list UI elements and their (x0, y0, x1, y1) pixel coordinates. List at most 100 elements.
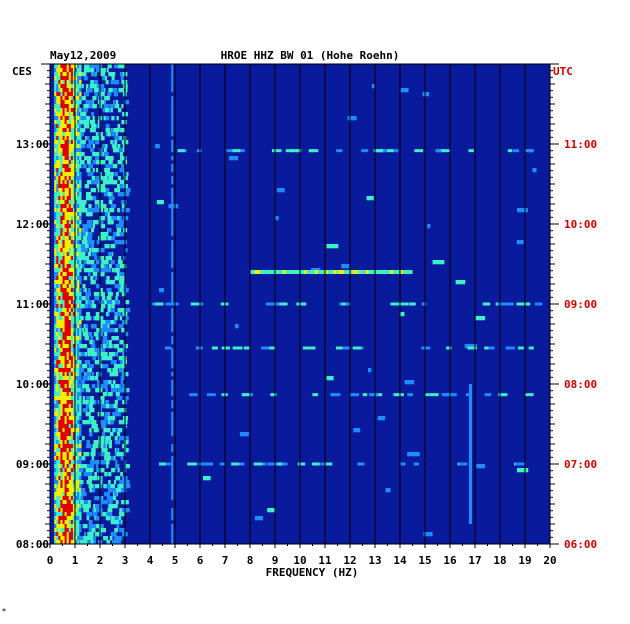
spectral-cell (54, 388, 57, 393)
spectral-cell (60, 120, 63, 125)
spectral-cell (124, 308, 131, 313)
spectral-cell (54, 136, 57, 141)
event-streak (282, 302, 288, 306)
spectral-cell (54, 212, 57, 217)
spectral-cell (75, 184, 78, 189)
spectral-cell (62, 208, 65, 213)
event-streak (390, 302, 398, 306)
spectral-cell (64, 120, 67, 125)
spectral-cell (68, 140, 72, 145)
spectral-cell (68, 88, 72, 93)
spectral-cell (156, 200, 164, 205)
spectral-cell (70, 324, 74, 329)
spectral-cell (105, 156, 110, 161)
spectral-cell (109, 516, 115, 521)
spectral-cell (70, 136, 74, 141)
spectral-cell (103, 392, 107, 397)
spectral-cell (68, 184, 72, 189)
spectral-cell (114, 492, 118, 497)
spectral-cell (54, 464, 57, 469)
spectral-cell (82, 408, 88, 413)
spectral-cell (92, 512, 98, 517)
spectral-cell (108, 352, 115, 357)
spectral-cell (70, 296, 74, 301)
spectral-cell (108, 164, 112, 169)
spectral-cell (58, 360, 61, 365)
spectral-cell (96, 160, 100, 165)
spectral-cell (72, 100, 76, 105)
spectral-cell (79, 324, 82, 329)
spectral-cell (68, 372, 72, 377)
spectral-cell (77, 276, 80, 281)
spectral-cell (60, 124, 63, 129)
spectral-cell (92, 96, 97, 101)
spectral-cell (91, 228, 95, 233)
spectral-cell (79, 100, 82, 105)
spectral-cell (123, 112, 128, 117)
spectral-cell (75, 64, 78, 69)
spectral-cell (54, 428, 57, 433)
spectral-cell (56, 400, 59, 405)
spectral-cell (77, 364, 80, 369)
spectral-cell (72, 480, 76, 485)
event-streak (408, 302, 416, 306)
spectral-cell (72, 512, 76, 517)
spectral-cell (68, 508, 72, 513)
date-label: May12,2009 (50, 49, 116, 62)
spectral-cell (62, 64, 65, 69)
spectral-cell (80, 316, 84, 321)
spectral-cell (60, 280, 63, 285)
spectral-cell (124, 480, 130, 485)
spectral-cell (106, 344, 110, 349)
spectral-cell (99, 216, 105, 221)
spectral-cell (516, 240, 524, 245)
spectral-cell (103, 428, 109, 433)
spectral-cell (62, 220, 65, 225)
spectral-cell (70, 112, 74, 117)
spectral-cell (66, 76, 70, 81)
spectral-cell (62, 332, 65, 337)
spectral-cell (106, 328, 113, 333)
spectral-cell (72, 244, 76, 249)
spectral-cell (66, 500, 70, 505)
spectral-cell (75, 288, 78, 293)
spectral-cell (56, 168, 59, 173)
spectral-cell (72, 156, 76, 161)
spectral-cell (104, 208, 109, 213)
spectral-cell (68, 336, 72, 341)
spectral-cell (72, 308, 76, 313)
spectral-cell (88, 364, 94, 369)
spectral-cell (79, 144, 82, 149)
spectral-cell (60, 372, 63, 377)
spectral-cell (56, 356, 59, 361)
spectral-cell (75, 204, 78, 209)
spectral-cell (90, 528, 96, 533)
spectral-cell (62, 136, 65, 141)
spectral-cell (88, 268, 94, 273)
event-streak (351, 393, 360, 397)
spectral-cell (85, 100, 90, 105)
spectral-cell (100, 264, 106, 269)
spectral-cell (91, 248, 97, 253)
spectral-cell (58, 128, 61, 133)
spectral-cell (56, 276, 59, 281)
spectral-cell (70, 180, 74, 185)
spectral-line-cell (171, 412, 174, 417)
spectral-cell (77, 512, 80, 517)
spectral-cell (72, 64, 76, 69)
spectral-cell (88, 464, 94, 469)
spectral-cell (75, 400, 78, 405)
spectral-cell (75, 84, 78, 89)
spectral-cell (70, 392, 74, 397)
spectral-cell (70, 116, 74, 121)
spectral-cell (75, 280, 78, 285)
spectral-line-cell (171, 336, 174, 341)
spectral-cell (79, 440, 82, 445)
spectral-line-cell (171, 496, 174, 501)
spectral-cell (75, 464, 78, 469)
spectral-line-cell (171, 356, 174, 361)
event-streak-peak (365, 270, 369, 274)
spectral-cell (70, 436, 74, 441)
spectral-cell (75, 268, 78, 273)
spectral-cell (75, 88, 78, 93)
